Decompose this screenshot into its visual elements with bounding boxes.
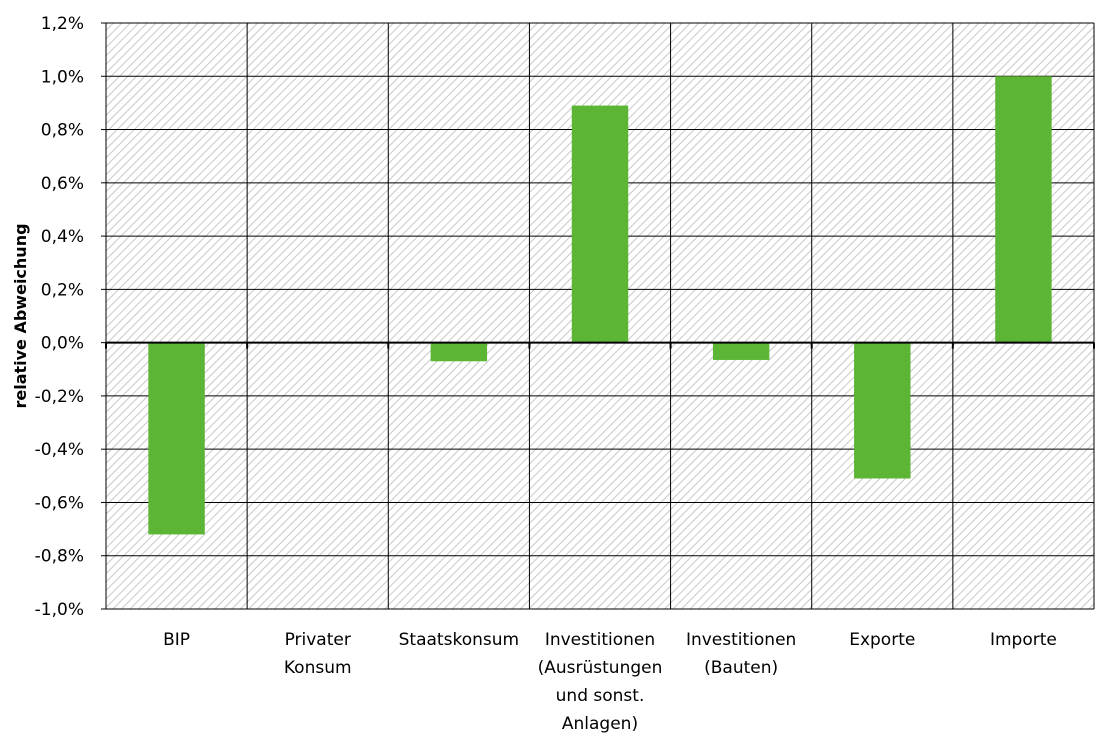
y-tick-labels: -1,0% -0,8% -0,6% -0,4% -0,2% 0,0% 0,2% 0,4% 0,6… — [35, 14, 84, 620]
category-labels: BIP Privater Konsum Staatskonsum Investition… — [163, 630, 1057, 734]
y-tick-label: -1,0% — [35, 600, 84, 620]
x-category-label: Investitionen (Ausrüstungen und sonst. Anla… — [538, 630, 663, 734]
bar — [148, 342, 205, 535]
bar — [995, 76, 1052, 343]
bar — [854, 342, 911, 479]
y-tick-label: -0,4% — [35, 440, 84, 460]
x-category-label: Exporte — [849, 630, 915, 650]
bar — [430, 342, 488, 362]
bar — [712, 342, 770, 360]
y-tick-label: -0,8% — [35, 547, 84, 567]
y-axis-title: relative Abweichung — [11, 223, 30, 408]
axes — [101, 22, 1095, 610]
y-tick-label: 0,8% — [41, 121, 84, 141]
x-category-label: Staatskonsum — [399, 630, 519, 650]
y-tick-label: 0,0% — [41, 334, 84, 354]
y-tick-label: -0,6% — [35, 493, 84, 513]
y-tick-label: 0,4% — [41, 227, 84, 247]
x-category-label: BIP — [163, 630, 190, 650]
y-tick-label: 1,2% — [41, 14, 84, 34]
y-tick-label: 0,6% — [41, 174, 84, 194]
bar — [571, 105, 629, 343]
x-category-label: Importe — [990, 630, 1057, 650]
y-tick-label: 1,0% — [41, 67, 84, 87]
x-category-label: Investitionen (Bauten) — [686, 630, 796, 678]
x-category-label: Privater Konsum — [284, 630, 352, 678]
y-tick-label: 0,2% — [41, 280, 84, 300]
y-tick-label: -0,2% — [35, 387, 84, 407]
bars — [148, 76, 1052, 535]
